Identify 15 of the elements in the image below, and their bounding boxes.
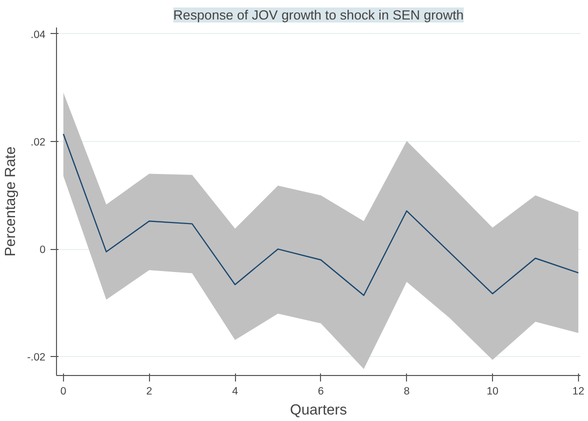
y-axis-title: Percentage Rate xyxy=(3,146,20,256)
x-tick-label: 12 xyxy=(572,386,584,398)
x-tick-label: 6 xyxy=(318,386,324,398)
y-tick-label: -.02 xyxy=(27,352,46,364)
chart-title: Response of JOV growth to shock in SEN growth xyxy=(173,8,464,22)
x-tick-label: 8 xyxy=(404,386,410,398)
x-tick-label: 0 xyxy=(60,386,66,398)
line-series xyxy=(62,133,579,296)
x-tick-label: 10 xyxy=(486,386,499,398)
x-axis-title: Quarters xyxy=(290,402,348,418)
y-tick-label: .04 xyxy=(30,28,46,41)
y-tick-label: 0 xyxy=(40,244,46,256)
x-tick-label: 4 xyxy=(232,386,238,398)
x-tick-label: 2 xyxy=(146,386,152,398)
y-tick-label: .02 xyxy=(30,136,46,149)
